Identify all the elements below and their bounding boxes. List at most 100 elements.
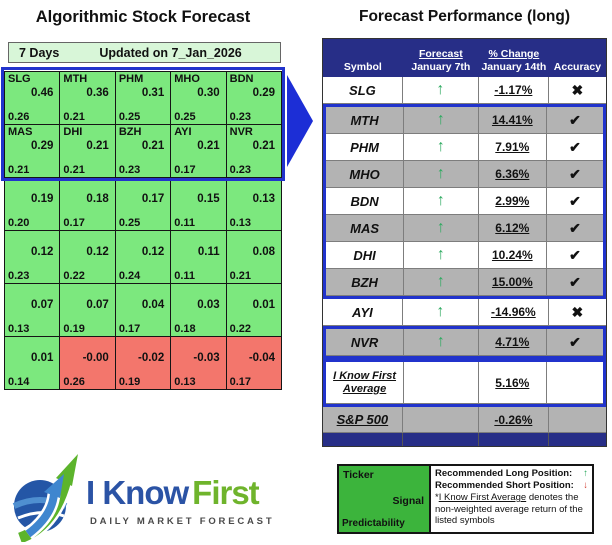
logo-wordmark: I Know First [86, 474, 260, 512]
predictability-value: 0.26 [8, 111, 30, 123]
average-label-line1: I Know First [333, 369, 397, 382]
signal-value: 0.36 [86, 87, 109, 99]
check-icon: ✔ [569, 273, 581, 290]
signal-value: 0.31 [141, 87, 165, 99]
signal-value: 0.12 [86, 246, 109, 258]
legend-short-label: Recommended Short Position: [435, 479, 574, 491]
symbol-label: BDN [350, 193, 379, 209]
predictability-value: 0.21 [63, 164, 85, 176]
predictability-value: 0.13 [174, 376, 196, 388]
ticker-label: NVR [229, 126, 253, 138]
predictability-value: 0.11 [174, 217, 196, 229]
legend-predictability-label: Predictability [342, 518, 405, 529]
percent-change: -0.26% [494, 412, 533, 427]
symbol-label: DHI [353, 247, 376, 263]
percent-change: 15.00% [491, 275, 533, 289]
check-icon: ✔ [569, 111, 581, 128]
forecast-cell: 0.07 0.13 [5, 284, 61, 337]
highlight-group-nvr: NVR ↑ 4.71% ✔ [323, 326, 606, 359]
grid-row: 0.01 0.14 -0.00 0.26 -0.02 0.19 -0.03 0.13 -… [5, 337, 283, 390]
table-header: Symbol Forecast January 7th % Change Janua… [323, 39, 606, 77]
forecast-cell: 0.01 0.22 [226, 284, 283, 337]
cross-icon: ✖ [571, 303, 584, 320]
forecast-cell: 0.17 0.25 [115, 178, 172, 231]
legend-long-label: Recommended Long Position: [435, 468, 573, 479]
predictability-value: 0.20 [8, 217, 30, 229]
updated-date: Updated on 7_Jan_2026 [99, 45, 242, 60]
predictability-value: 0.17 [118, 323, 141, 335]
up-arrow-icon: ↑ [436, 138, 445, 155]
signal-value: 0.21 [252, 140, 276, 152]
iknowfirst-logo-icon [12, 454, 78, 542]
right-arrow-icon [287, 75, 313, 167]
predictability-value: 0.22 [63, 270, 85, 282]
grid-row: MAS 0.29 0.21 DHI 0.21 0.21 BZH 0.21 0.23 AYI 0… [5, 125, 283, 178]
percent-change: -1.17% [494, 83, 533, 97]
symbol-label: BZH [351, 274, 378, 290]
legend-note-star: * [435, 492, 439, 503]
forecast-cell: BDN 0.29 0.23 [226, 72, 283, 125]
legend-cell-key: Ticker Signal Predictability [339, 466, 431, 532]
grid-row: 0.12 0.23 0.12 0.22 0.12 0.24 0.11 0.11 0.08… [5, 231, 283, 284]
header-forecast-label: Forecast [418, 48, 463, 60]
right-panel-title: Forecast Performance (long) [358, 8, 571, 25]
forecast-horizon: 7 Days [19, 45, 60, 60]
forecast-grid: SLG 0.46 0.26 MTH 0.36 0.21 PHM 0.31 0.25 MHO 0… [4, 71, 283, 390]
legend-note-rest: denotes the non-weighted average return … [435, 492, 583, 526]
forecast-cell: 0.07 0.19 [60, 284, 116, 337]
forecast-cell: MTH 0.36 0.21 [60, 72, 116, 125]
grid-row: 0.19 0.20 0.18 0.17 0.17 0.25 0.15 0.11 0.13… [5, 178, 283, 231]
table-row-mho: MHO ↑ 6.36% ✔ [326, 161, 603, 188]
predictability-value: 0.19 [118, 376, 141, 388]
predictability-value: 0.23 [8, 270, 30, 282]
signal-value: 0.30 [197, 87, 220, 99]
table-row-mth: MTH ↑ 14.41% ✔ [326, 107, 603, 134]
highlight-group-top-picks: MTH ↑ 14.41% ✔ PHM ↑ 7.91% ✔ MHO ↑ 6.36%… [323, 104, 606, 299]
percent-change: 7.91% [495, 140, 530, 154]
header-symbol-label: Symbol [343, 61, 382, 73]
forecast-cell: -0.03 0.13 [171, 337, 227, 390]
iknowfirst-logo: I Know First DAILY MARKET FORECAST [12, 450, 312, 542]
signal-value: 0.12 [141, 246, 165, 258]
header-accuracy: Accuracy [549, 39, 606, 77]
cross-icon: ✖ [571, 81, 584, 98]
check-icon: ✔ [569, 165, 581, 182]
predictability-value: 0.18 [174, 323, 196, 335]
ticker-label: MTH [63, 73, 88, 85]
forecast-cell: 0.01 0.14 [5, 337, 61, 390]
predictability-value: 0.24 [118, 270, 141, 282]
ticker-label: PHM [118, 73, 144, 85]
signal-value: 0.12 [31, 246, 54, 258]
table-row-dhi: DHI ↑ 10.24% ✔ [326, 242, 603, 269]
performance-table: Symbol Forecast January 7th % Change Janua… [322, 38, 607, 447]
ticker-label: MAS [8, 126, 33, 138]
signal-value: 0.21 [141, 140, 165, 152]
logo-text-first: First [192, 474, 260, 511]
forecast-info-bar: 7 Days Updated on 7_Jan_2026 [8, 42, 281, 63]
signal-value: 0.18 [86, 193, 109, 205]
table-row-slg: SLG ↑ -1.17% ✖ [323, 77, 606, 104]
up-arrow-icon: ↑ [436, 246, 445, 263]
forecast-cell: 0.18 0.17 [60, 178, 116, 231]
percent-change: 5.16% [495, 375, 530, 390]
table-row-bzh: BZH ↑ 15.00% ✔ [326, 269, 603, 296]
predictability-value: 0.19 [63, 323, 85, 335]
left-panel-title: Algorithmic Stock Forecast [35, 8, 251, 26]
table-footer-bar [323, 433, 606, 446]
signal-value: 0.21 [197, 140, 220, 152]
ticker-label: DHI [63, 126, 83, 138]
forecast-cell: 0.04 0.17 [115, 284, 172, 337]
symbol-label: SLG [349, 82, 376, 98]
forecast-cell: 0.12 0.22 [60, 231, 116, 284]
forecast-cell: -0.00 0.26 [60, 337, 116, 390]
predictability-value: 0.17 [174, 164, 196, 176]
ticker-label: AYI [174, 126, 192, 138]
forecast-cell: MHO 0.30 0.25 [171, 72, 227, 125]
header-change-label: % Change [488, 48, 540, 60]
percent-change: 6.12% [495, 221, 530, 235]
signal-value: 0.21 [86, 140, 109, 152]
forecast-cell: 0.12 0.23 [5, 231, 61, 284]
signal-value: 0.08 [252, 246, 276, 258]
forecast-cell: MAS 0.29 0.21 [5, 125, 61, 178]
table-row-sp500: S&P 500 -0.26% [323, 407, 606, 433]
